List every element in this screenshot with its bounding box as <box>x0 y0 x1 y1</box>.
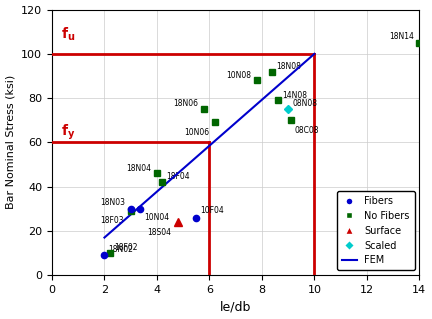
Text: 18N14: 18N14 <box>389 32 414 41</box>
Legend: Fibers, No Fibers, Surface, Scaled, FEM: Fibers, No Fibers, Surface, Scaled, FEM <box>337 191 415 270</box>
Text: 18N02: 18N02 <box>108 245 133 255</box>
Text: 10N08: 10N08 <box>226 70 251 80</box>
Text: 18N04: 18N04 <box>127 164 151 173</box>
Text: 18F03: 18F03 <box>100 217 124 226</box>
Text: 18S04: 18S04 <box>147 227 172 237</box>
Text: 14N08: 14N08 <box>282 91 307 100</box>
Text: 10N04: 10N04 <box>144 213 169 222</box>
Text: $\mathbf{f_u}$: $\mathbf{f_u}$ <box>61 25 76 43</box>
Text: 08C08: 08C08 <box>295 126 319 135</box>
X-axis label: le/db: le/db <box>220 300 251 314</box>
Text: 10N06: 10N06 <box>184 128 209 137</box>
Text: 18N06: 18N06 <box>174 100 199 108</box>
Text: 18N08: 18N08 <box>276 62 302 71</box>
Text: 18N03: 18N03 <box>100 197 125 207</box>
Text: 18F04: 18F04 <box>166 173 190 182</box>
Text: 10F04: 10F04 <box>200 206 224 215</box>
Text: 18F02: 18F02 <box>114 243 137 252</box>
Text: 08N08: 08N08 <box>292 100 318 108</box>
Text: $\mathbf{f_y}$: $\mathbf{f_y}$ <box>61 123 76 142</box>
Y-axis label: Bar Nominal Stress (ksi): Bar Nominal Stress (ksi) <box>6 75 16 210</box>
